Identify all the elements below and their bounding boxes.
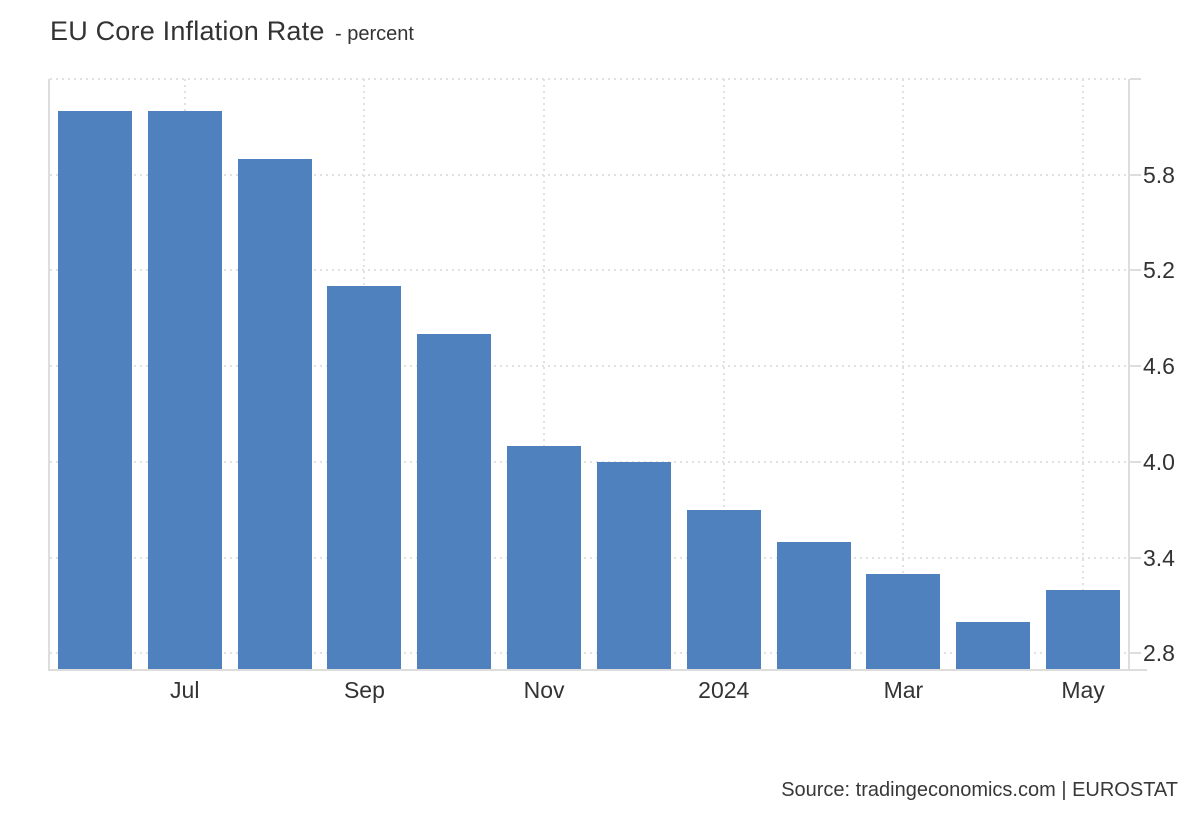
- chart-header: EU Core Inflation Rate - percent: [50, 16, 414, 47]
- x-axis-label-mar: Mar: [883, 677, 924, 703]
- chart-title: EU Core Inflation Rate: [50, 16, 325, 46]
- y-axis-tick-5.2: [1130, 269, 1141, 272]
- y-axis-tick-4.6: [1130, 365, 1141, 368]
- x-gridline-may: [1082, 79, 1085, 671]
- y-axis-tick-2.8: [1130, 652, 1141, 655]
- y-gridline-5.8: [50, 173, 1128, 176]
- x-axis-label-sep: Sep: [343, 677, 385, 703]
- y-axis-line-left: [48, 79, 50, 671]
- x-axis-label-may: May: [1061, 677, 1105, 703]
- y-gridline-5.2: [50, 269, 1128, 272]
- y-axis-tick-3.4: [1130, 556, 1141, 559]
- bar-apr-2024[interactable]: [956, 621, 1031, 671]
- y-gridline-4.0: [50, 460, 1128, 463]
- bar-oct-2023[interactable]: [417, 334, 492, 671]
- x-gridline-mar: [902, 79, 905, 671]
- plot-area: [50, 78, 1128, 671]
- chart-subtitle: - percent: [335, 23, 414, 45]
- x-axis-label-jul: Jul: [170, 677, 200, 703]
- y-gridline-6.4: [50, 78, 1128, 80]
- x-axis-line: [48, 669, 1147, 671]
- y-gridline-2.8: [50, 652, 1128, 655]
- bar-mar-2024[interactable]: [866, 573, 941, 671]
- y-axis-line-right: [1128, 79, 1130, 671]
- x-axis-label-2024: 2024: [698, 677, 750, 703]
- source-attribution: Source: tradingeconomics.com | EUROSTAT: [781, 779, 1178, 801]
- y-axis-label-2.8: 2.8: [1143, 640, 1175, 667]
- y-axis-tick-4.0: [1130, 460, 1141, 463]
- bar-feb-2024[interactable]: [776, 541, 851, 671]
- bar-jan-2024[interactable]: [686, 509, 761, 671]
- y-axis-label-5.8: 5.8: [1143, 161, 1175, 188]
- y-axis-label-4.0: 4.0: [1143, 448, 1175, 475]
- bar-may-2024[interactable]: [1046, 589, 1121, 671]
- bar-jun-2023[interactable]: [57, 110, 132, 671]
- bar-nov-2023[interactable]: [507, 446, 582, 671]
- bar-jul-2023[interactable]: [147, 110, 222, 671]
- y-axis-label-4.6: 4.6: [1143, 353, 1175, 380]
- y-axis-tick-5.8: [1130, 173, 1141, 176]
- y-axis-label-5.2: 5.2: [1143, 257, 1175, 284]
- y-axis-tick-6.4: [1130, 78, 1141, 80]
- x-gridline-2024: [722, 79, 725, 671]
- y-axis-label-3.4: 3.4: [1143, 544, 1175, 571]
- bar-aug-2023[interactable]: [237, 158, 312, 671]
- x-axis-label-nov: Nov: [523, 677, 565, 703]
- bar-sep-2023[interactable]: [327, 286, 402, 671]
- x-gridline-nov: [543, 79, 546, 671]
- y-gridline-4.6: [50, 365, 1128, 368]
- y-gridline-3.4: [50, 556, 1128, 559]
- bar-dec-2023[interactable]: [596, 461, 671, 671]
